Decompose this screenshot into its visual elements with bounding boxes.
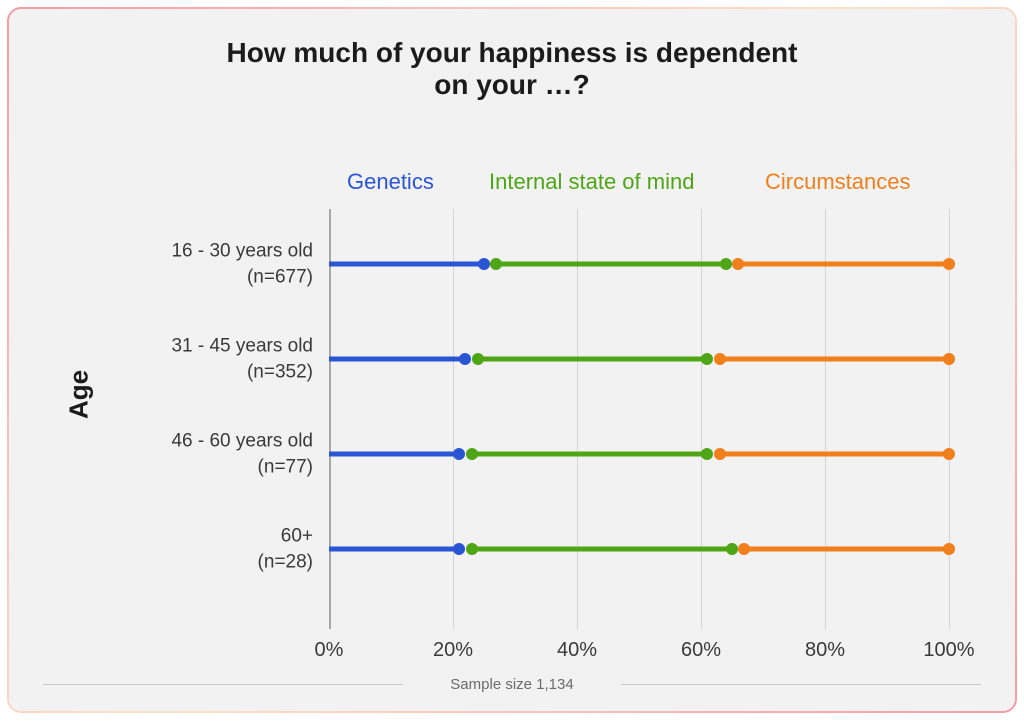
x-tick-label: 20% — [433, 639, 473, 662]
y-axis-line — [329, 209, 331, 629]
gridline — [577, 209, 578, 629]
series-segment — [329, 357, 465, 362]
row-label: 31 - 45 years old(n=352) — [171, 333, 313, 384]
row-label: 16 - 30 years old(n=677) — [171, 238, 313, 289]
legend-item: Internal state of mind — [489, 169, 694, 195]
gridline — [701, 209, 702, 629]
series-dot — [726, 543, 738, 555]
series-segment — [329, 262, 484, 267]
series-segment — [720, 452, 949, 457]
x-tick-label: 0% — [315, 639, 344, 662]
chart-card: How much of your happiness is dependento… — [7, 7, 1017, 713]
chart-title: How much of your happiness is dependento… — [9, 37, 1015, 101]
series-dot — [943, 258, 955, 270]
series-dot — [466, 448, 478, 460]
sample-size-footnote: Sample size 1,134 — [9, 676, 1015, 693]
series-dot — [453, 448, 465, 460]
x-tick-label: 40% — [557, 639, 597, 662]
x-tick-label: 60% — [681, 639, 721, 662]
series-segment — [478, 357, 707, 362]
series-dot — [720, 258, 732, 270]
series-dot — [714, 353, 726, 365]
series-segment — [744, 547, 949, 552]
series-segment — [720, 357, 949, 362]
plot-area: 0%20%40%60%80%100% — [329, 209, 949, 629]
series-dot — [943, 448, 955, 460]
series-dot — [459, 353, 471, 365]
series-segment — [329, 452, 459, 457]
series-segment — [472, 547, 732, 552]
series-dot — [453, 543, 465, 555]
x-tick-label: 80% — [805, 639, 845, 662]
series-dot — [943, 353, 955, 365]
x-tick-label: 100% — [923, 639, 974, 662]
row-label: 60+(n=28) — [258, 523, 313, 574]
series-dot — [732, 258, 744, 270]
gridline — [825, 209, 826, 629]
gridline — [453, 209, 454, 629]
series-dot — [714, 448, 726, 460]
row-label: 46 - 60 years old(n=77) — [171, 428, 313, 479]
legend-item: Circumstances — [765, 169, 910, 195]
gridline — [949, 209, 950, 629]
y-axis-title: Age — [64, 370, 95, 419]
series-dot — [472, 353, 484, 365]
series-dot — [466, 543, 478, 555]
series-dot — [701, 353, 713, 365]
series-segment — [738, 262, 949, 267]
series-dot — [738, 543, 750, 555]
series-segment — [496, 262, 725, 267]
legend-item: Genetics — [347, 169, 434, 195]
series-dot — [478, 258, 490, 270]
series-dot — [943, 543, 955, 555]
series-dot — [490, 258, 502, 270]
series-segment — [329, 547, 459, 552]
series-segment — [472, 452, 708, 457]
series-dot — [701, 448, 713, 460]
